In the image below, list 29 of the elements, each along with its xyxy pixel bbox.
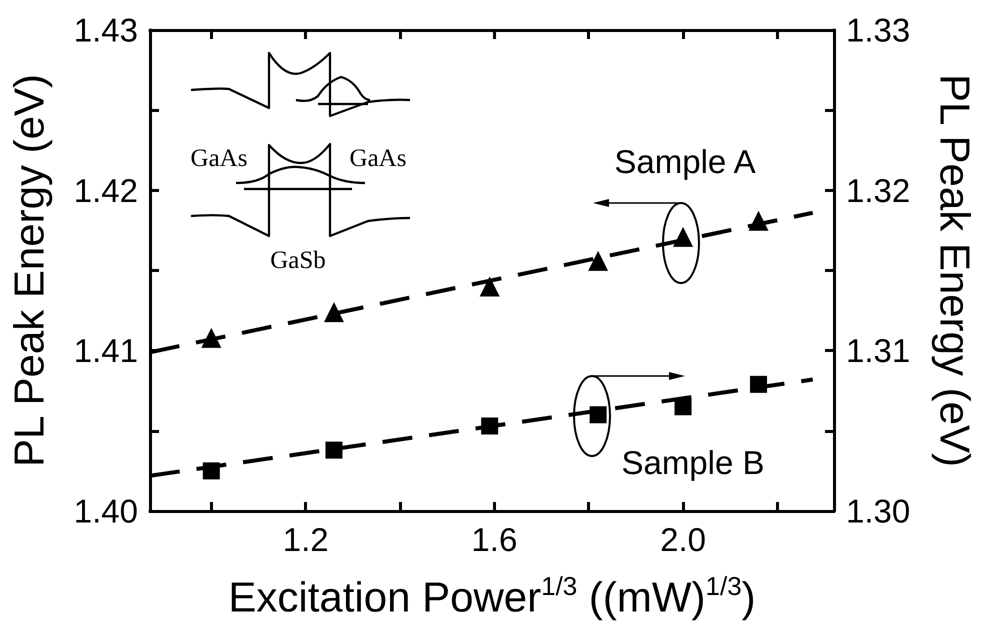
y2-tick-label: 1.30 — [846, 492, 910, 530]
x-tick-label: 2.0 — [660, 521, 706, 558]
point — [325, 442, 342, 459]
point — [590, 406, 607, 424]
y2-axis-title: PL Peak Energy (eV) — [932, 74, 978, 467]
point — [750, 376, 768, 393]
point — [201, 328, 222, 348]
y2-tick-label: 1.33 — [846, 12, 910, 48]
point — [324, 302, 344, 322]
annotation: GaSb — [270, 247, 326, 274]
y-tick-label: 1.41 — [74, 332, 138, 370]
series-label: Sample A — [614, 143, 756, 180]
point — [481, 418, 498, 435]
y-axis-title: PL Peak Energy (eV) — [6, 74, 52, 467]
series-label: Sample B — [621, 444, 765, 481]
point — [588, 250, 608, 271]
y2-tick-label: 1.31 — [846, 332, 910, 370]
point — [480, 276, 500, 297]
point — [748, 210, 769, 231]
point — [674, 398, 692, 416]
x-tick-label: 1.2 — [282, 521, 329, 558]
y-tick-label: 1.43 — [74, 12, 138, 48]
y2-tick-label: 1.32 — [846, 172, 910, 209]
annotation: GaAs — [190, 145, 248, 172]
annotation: GaAs — [350, 145, 406, 172]
x-tick-label: 1.6 — [471, 521, 518, 558]
y-tick-label: 1.40 — [74, 492, 138, 530]
y-tick-label: 1.42 — [74, 172, 138, 209]
point — [202, 462, 220, 480]
